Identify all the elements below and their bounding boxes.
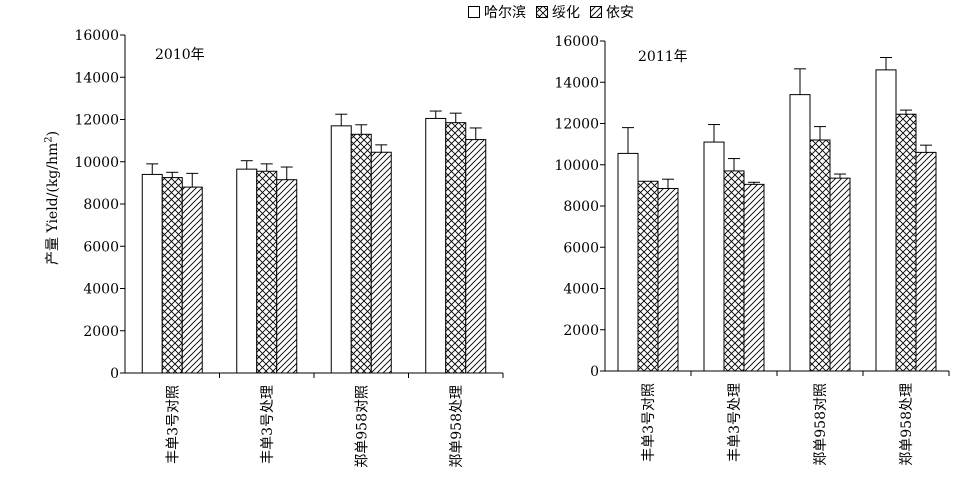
x-tick-label: 丰单3号处理 bbox=[727, 383, 743, 462]
bar bbox=[330, 125, 352, 374]
y-tick-label: 16000 bbox=[74, 28, 119, 44]
bar bbox=[809, 139, 831, 372]
x-tick-label: 郑单958对照 bbox=[813, 383, 829, 466]
y-tick-label: 2000 bbox=[563, 323, 599, 339]
panel-title: 2010年 bbox=[155, 47, 205, 63]
bar bbox=[617, 152, 639, 372]
bar bbox=[445, 122, 467, 374]
y-tick-label: 0 bbox=[590, 364, 599, 380]
y-tick-label: 6000 bbox=[83, 239, 119, 255]
y-tick-label: 12000 bbox=[554, 117, 599, 133]
blank-swatch-icon bbox=[468, 6, 480, 18]
bar bbox=[875, 69, 897, 372]
y-tick-label: 8000 bbox=[563, 199, 599, 215]
bar bbox=[895, 113, 917, 372]
x-tick-label: 郑单958处理 bbox=[449, 385, 465, 468]
legend-label: 依安 bbox=[606, 5, 634, 21]
bar bbox=[370, 151, 392, 374]
chart-panel-2010: 0 2000 4000 6000 8000 10000 12000 14000 16000 201… bbox=[74, 28, 504, 468]
x-tick-label: 郑单958对照 bbox=[354, 385, 370, 468]
legend-item-suihua: 绥化 bbox=[536, 2, 580, 22]
y-tick-label: 4000 bbox=[563, 282, 599, 298]
diagonal-swatch-icon bbox=[590, 6, 602, 18]
y-tick-label: 12000 bbox=[74, 113, 119, 129]
legend-item-harbin: 哈尔滨 bbox=[468, 2, 526, 22]
bar bbox=[161, 177, 183, 374]
legend-label: 哈尔滨 bbox=[484, 5, 526, 21]
bar bbox=[465, 139, 487, 374]
y-tick-label: 4000 bbox=[83, 282, 119, 298]
x-tick-label: 丰单3号处理 bbox=[260, 385, 276, 464]
x-tick-label: 丰单3号对照 bbox=[641, 383, 657, 462]
bar bbox=[181, 186, 203, 374]
y-tick-label: 14000 bbox=[74, 70, 119, 86]
panel-title: 2011年 bbox=[638, 49, 688, 65]
bar bbox=[703, 141, 725, 372]
bar bbox=[425, 117, 447, 374]
x-tick-label: 郑单958处理 bbox=[899, 383, 915, 466]
bar bbox=[256, 170, 278, 374]
bar bbox=[743, 183, 765, 372]
bar bbox=[236, 168, 258, 374]
bar bbox=[141, 173, 163, 374]
y-tick-label: 8000 bbox=[83, 197, 119, 213]
legend: 哈尔滨 绥化 依安 bbox=[468, 2, 634, 22]
legend-label: 绥化 bbox=[552, 5, 580, 21]
y-tick-label: 2000 bbox=[83, 324, 119, 340]
bar bbox=[276, 179, 298, 374]
bar bbox=[829, 177, 851, 372]
bar bbox=[723, 170, 745, 372]
bar bbox=[657, 187, 679, 372]
y-tick-label: 14000 bbox=[554, 75, 599, 91]
y-tick-label: 0 bbox=[110, 366, 119, 382]
y-tick-label: 16000 bbox=[554, 34, 599, 50]
bar bbox=[637, 180, 659, 372]
y-tick-label: 6000 bbox=[563, 240, 599, 256]
crosshatch-swatch-icon bbox=[536, 6, 548, 18]
bar bbox=[350, 133, 372, 374]
y-tick-label: 10000 bbox=[74, 155, 119, 171]
bar bbox=[915, 151, 937, 372]
y-tick-label: 10000 bbox=[554, 158, 599, 174]
x-tick-label: 丰单3号对照 bbox=[165, 385, 181, 464]
legend-item-yian: 依安 bbox=[590, 2, 634, 22]
chart-panel-2011: 0 2000 4000 6000 8000 10000 12000 14000 16000 201… bbox=[554, 34, 950, 466]
bar bbox=[789, 94, 811, 372]
